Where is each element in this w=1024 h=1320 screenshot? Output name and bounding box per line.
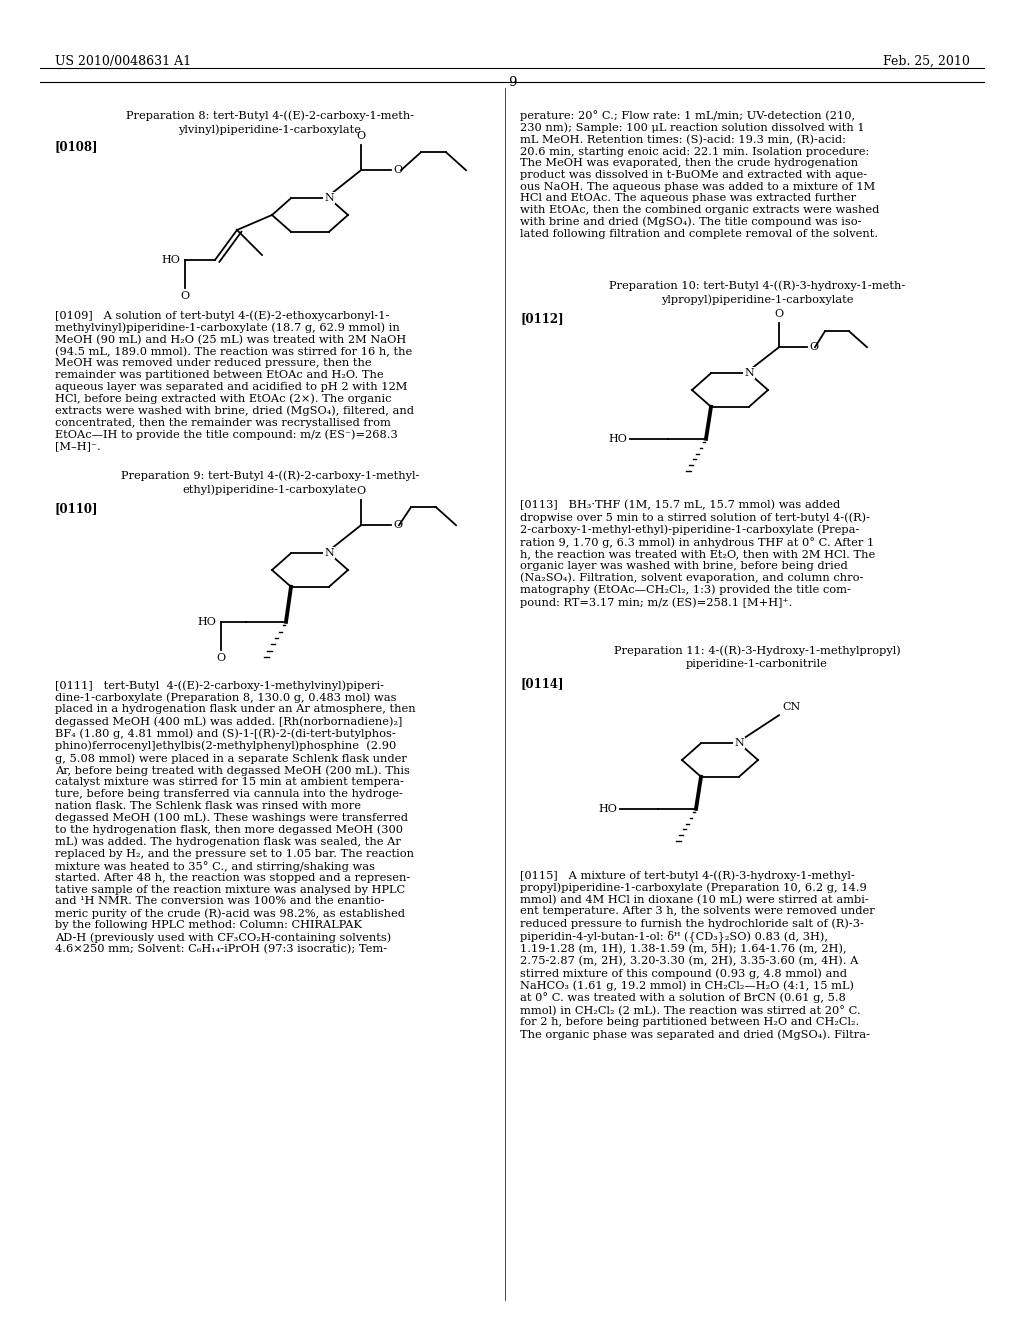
Text: [0115]   A mixture of tert-butyl 4-((R)-3-hydroxy-1-methyl-
propyl)piperidine-1-: [0115] A mixture of tert-butyl 4-((R)-3-… (520, 870, 874, 1040)
Text: Preparation 11: 4-((R)-3-Hydroxy-1-methylpropyl): Preparation 11: 4-((R)-3-Hydroxy-1-methy… (613, 645, 900, 656)
Text: Feb. 25, 2010: Feb. 25, 2010 (883, 55, 970, 69)
Text: [0114]: [0114] (520, 677, 563, 690)
Text: O: O (774, 309, 783, 319)
Text: O: O (216, 653, 225, 663)
Text: ethyl)piperidine-1-carboxylate: ethyl)piperidine-1-carboxylate (182, 484, 357, 495)
Text: Preparation 8: tert-Butyl 4-((E)-2-carboxy-1-meth-: Preparation 8: tert-Butyl 4-((E)-2-carbo… (126, 110, 414, 120)
Text: Preparation 10: tert-Butyl 4-((R)-3-hydroxy-1-meth-: Preparation 10: tert-Butyl 4-((R)-3-hydr… (609, 280, 905, 290)
Text: N: N (744, 368, 754, 379)
Text: [0112]: [0112] (520, 312, 563, 325)
Text: HO: HO (198, 616, 216, 627)
Text: N: N (325, 193, 334, 203)
Text: O: O (180, 290, 189, 301)
Text: CN: CN (782, 702, 800, 713)
Text: ylpropyl)piperidine-1-carboxylate: ylpropyl)piperidine-1-carboxylate (660, 294, 853, 305)
Text: [0109]   A solution of tert-butyl 4-((E)-2-ethoxycarbonyl-1-
methylvinyl)piperid: [0109] A solution of tert-butyl 4-((E)-2… (55, 310, 414, 451)
Text: O: O (809, 342, 818, 352)
Text: [0110]: [0110] (55, 502, 98, 515)
Text: HO: HO (161, 255, 180, 265)
Text: O: O (356, 486, 366, 496)
Text: [0111]   tert-Butyl  4-((E)-2-carboxy-1-methylvinyl)piperi-
dine-1-carboxylate (: [0111] tert-Butyl 4-((E)-2-carboxy-1-met… (55, 680, 416, 954)
Text: 9: 9 (508, 77, 516, 88)
Text: US 2010/0048631 A1: US 2010/0048631 A1 (55, 55, 191, 69)
Text: [0108]: [0108] (55, 140, 98, 153)
Text: O: O (356, 131, 366, 141)
Text: ylvinyl)piperidine-1-carboxylate: ylvinyl)piperidine-1-carboxylate (178, 124, 361, 135)
Text: piperidine-1-carbonitrile: piperidine-1-carbonitrile (686, 659, 828, 669)
Text: O: O (393, 520, 402, 531)
Text: N: N (734, 738, 743, 748)
Text: HO: HO (598, 804, 617, 814)
Text: [0113]   BH₃·THF (1M, 15.7 mL, 15.7 mmol) was added
dropwise over 5 min to a sti: [0113] BH₃·THF (1M, 15.7 mL, 15.7 mmol) … (520, 500, 876, 607)
Text: Preparation 9: tert-Butyl 4-((R)-2-carboxy-1-methyl-: Preparation 9: tert-Butyl 4-((R)-2-carbo… (121, 470, 419, 480)
Text: N: N (325, 548, 334, 558)
Text: HO: HO (608, 434, 627, 444)
Text: perature: 20° C.; Flow rate: 1 mL/min; UV-detection (210,
230 nm); Sample: 100 μ: perature: 20° C.; Flow rate: 1 mL/min; U… (520, 110, 880, 239)
Text: O: O (393, 165, 402, 176)
